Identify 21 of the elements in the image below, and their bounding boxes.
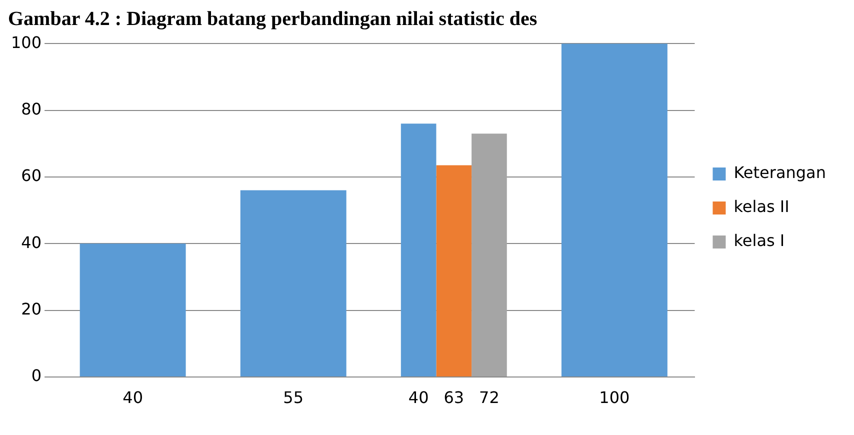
bar: [240, 190, 346, 376]
text: 63: [444, 388, 464, 408]
y-tick-label: 80: [21, 99, 42, 118]
x-tick-label: 55: [283, 388, 304, 408]
x-tick-label: 100: [599, 388, 630, 408]
x-tick-label: 40: [122, 388, 143, 408]
bar: [436, 165, 472, 376]
bar: [561, 44, 668, 376]
legend-label: kelas I: [734, 231, 785, 250]
bar: [80, 244, 186, 376]
y-tick-label: 100: [10, 32, 42, 52]
legend-label: kelas II: [734, 197, 790, 216]
legend-label: Keterangan: [734, 163, 826, 182]
text: 72: [479, 388, 500, 408]
y-tick-label: 40: [21, 232, 42, 252]
y-tick-label: 0: [31, 366, 42, 386]
x-tick-label: 40: [408, 388, 429, 408]
y-tick-label: 20: [21, 299, 42, 318]
bar: [472, 134, 507, 376]
y-tick-label: 60: [21, 166, 42, 186]
chart-title: Gambar 4.2 : Diagram batang perbandingan nilai statistic des: [8, 8, 538, 31]
